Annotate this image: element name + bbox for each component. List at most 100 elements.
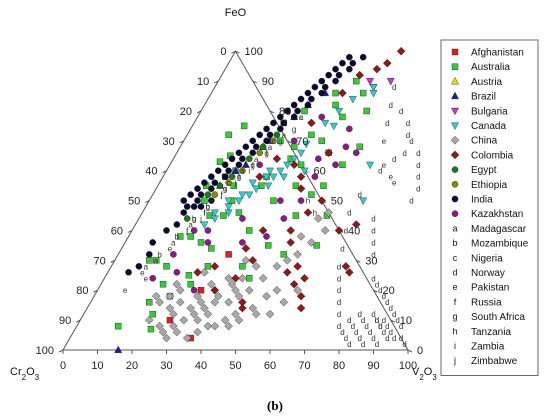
legend-label: Russia [471,297,502,308]
data-point [324,148,333,158]
data-point [314,214,323,223]
data-point [276,167,285,176]
data-point [297,95,305,103]
data-point [282,256,292,265]
data-point: d [371,274,375,283]
data-point: d [371,226,375,235]
legend-item: India [451,195,493,206]
data-point: d [375,280,379,289]
legend-item: b Mozambique [452,238,528,250]
data-point [262,291,271,301]
data-point: d [392,310,396,319]
data-point [314,155,322,163]
right-tick-label: 70 [296,136,308,148]
bottom-tick-label: 30 [160,360,172,372]
data-point [210,321,220,331]
data-point [308,95,315,103]
data-point [303,208,313,217]
data-point: d [385,322,389,331]
right-tick-mark [356,259,361,263]
data-point: g [278,137,282,146]
data-point: d [382,292,386,301]
data-point: j [185,226,188,235]
data-point [332,89,339,97]
data-point: d [385,119,389,128]
data-point [224,197,233,206]
data-point: d [357,191,361,200]
data-point [114,345,123,353]
legend-label: South Africa [471,312,525,323]
data-point [302,140,311,149]
data-point: e [389,173,394,182]
data-point: a [209,197,214,206]
legend-marker [451,195,459,203]
data-point [353,77,360,85]
legend-item: d Norway [452,268,504,280]
legend-label: China [471,136,498,147]
data-point [290,113,298,121]
data-point [239,215,246,222]
data-point [193,268,202,277]
data-point [372,64,382,74]
data-point [234,291,244,301]
left-tick-label: 0 [220,46,226,58]
data-point [320,226,330,235]
right-tick-mark [407,349,413,353]
bottom-tick-label: 100 [399,360,417,372]
data-point: e [123,286,128,295]
data-point: f [203,209,206,218]
data-point [235,161,243,169]
data-point [290,101,298,109]
data-point [176,285,185,295]
data-point [149,239,156,246]
data-point [300,274,309,283]
data-point [329,122,338,131]
data-point [324,208,333,217]
data-point: a [188,221,193,230]
data-point [166,316,174,324]
legend-marker: b [452,238,457,248]
data-point [263,233,270,240]
data-point: d [382,316,386,325]
data-point [332,77,339,85]
data-point [252,185,261,194]
data-point [277,197,284,204]
left-tick-mark [76,319,81,323]
data-point [313,242,320,249]
legend-label: Canada [471,121,506,132]
data-point [318,137,325,145]
data-point [225,179,232,186]
data-point [224,274,233,283]
data-point [125,269,132,276]
data-point: a [240,167,245,176]
series-zimbabwe: j j j j [185,179,236,236]
data-point [149,310,156,318]
data-point: c [244,161,248,170]
data-point [162,333,171,343]
data-point: f [221,191,224,200]
legend-marker [451,180,459,188]
data-point: j [234,179,237,188]
legend-marker [451,210,459,217]
data-point: d [389,328,393,337]
data-point [197,287,205,294]
legend-marker [450,135,460,145]
series-egypt [183,131,281,222]
left-tick-mark [145,200,150,204]
legend-marker [451,63,459,70]
data-point [211,191,219,198]
data-point [238,303,247,313]
data-point [304,101,312,109]
data-point [359,53,367,61]
data-point [332,161,339,169]
right-tick-label: 80 [279,106,291,118]
legend-item: c Nigeria [453,253,503,265]
data-point: h [306,197,310,206]
legend-box [440,39,539,376]
data-point: a [299,113,304,122]
legend-label: Kazakhstan [471,209,523,220]
data-point [163,227,170,234]
